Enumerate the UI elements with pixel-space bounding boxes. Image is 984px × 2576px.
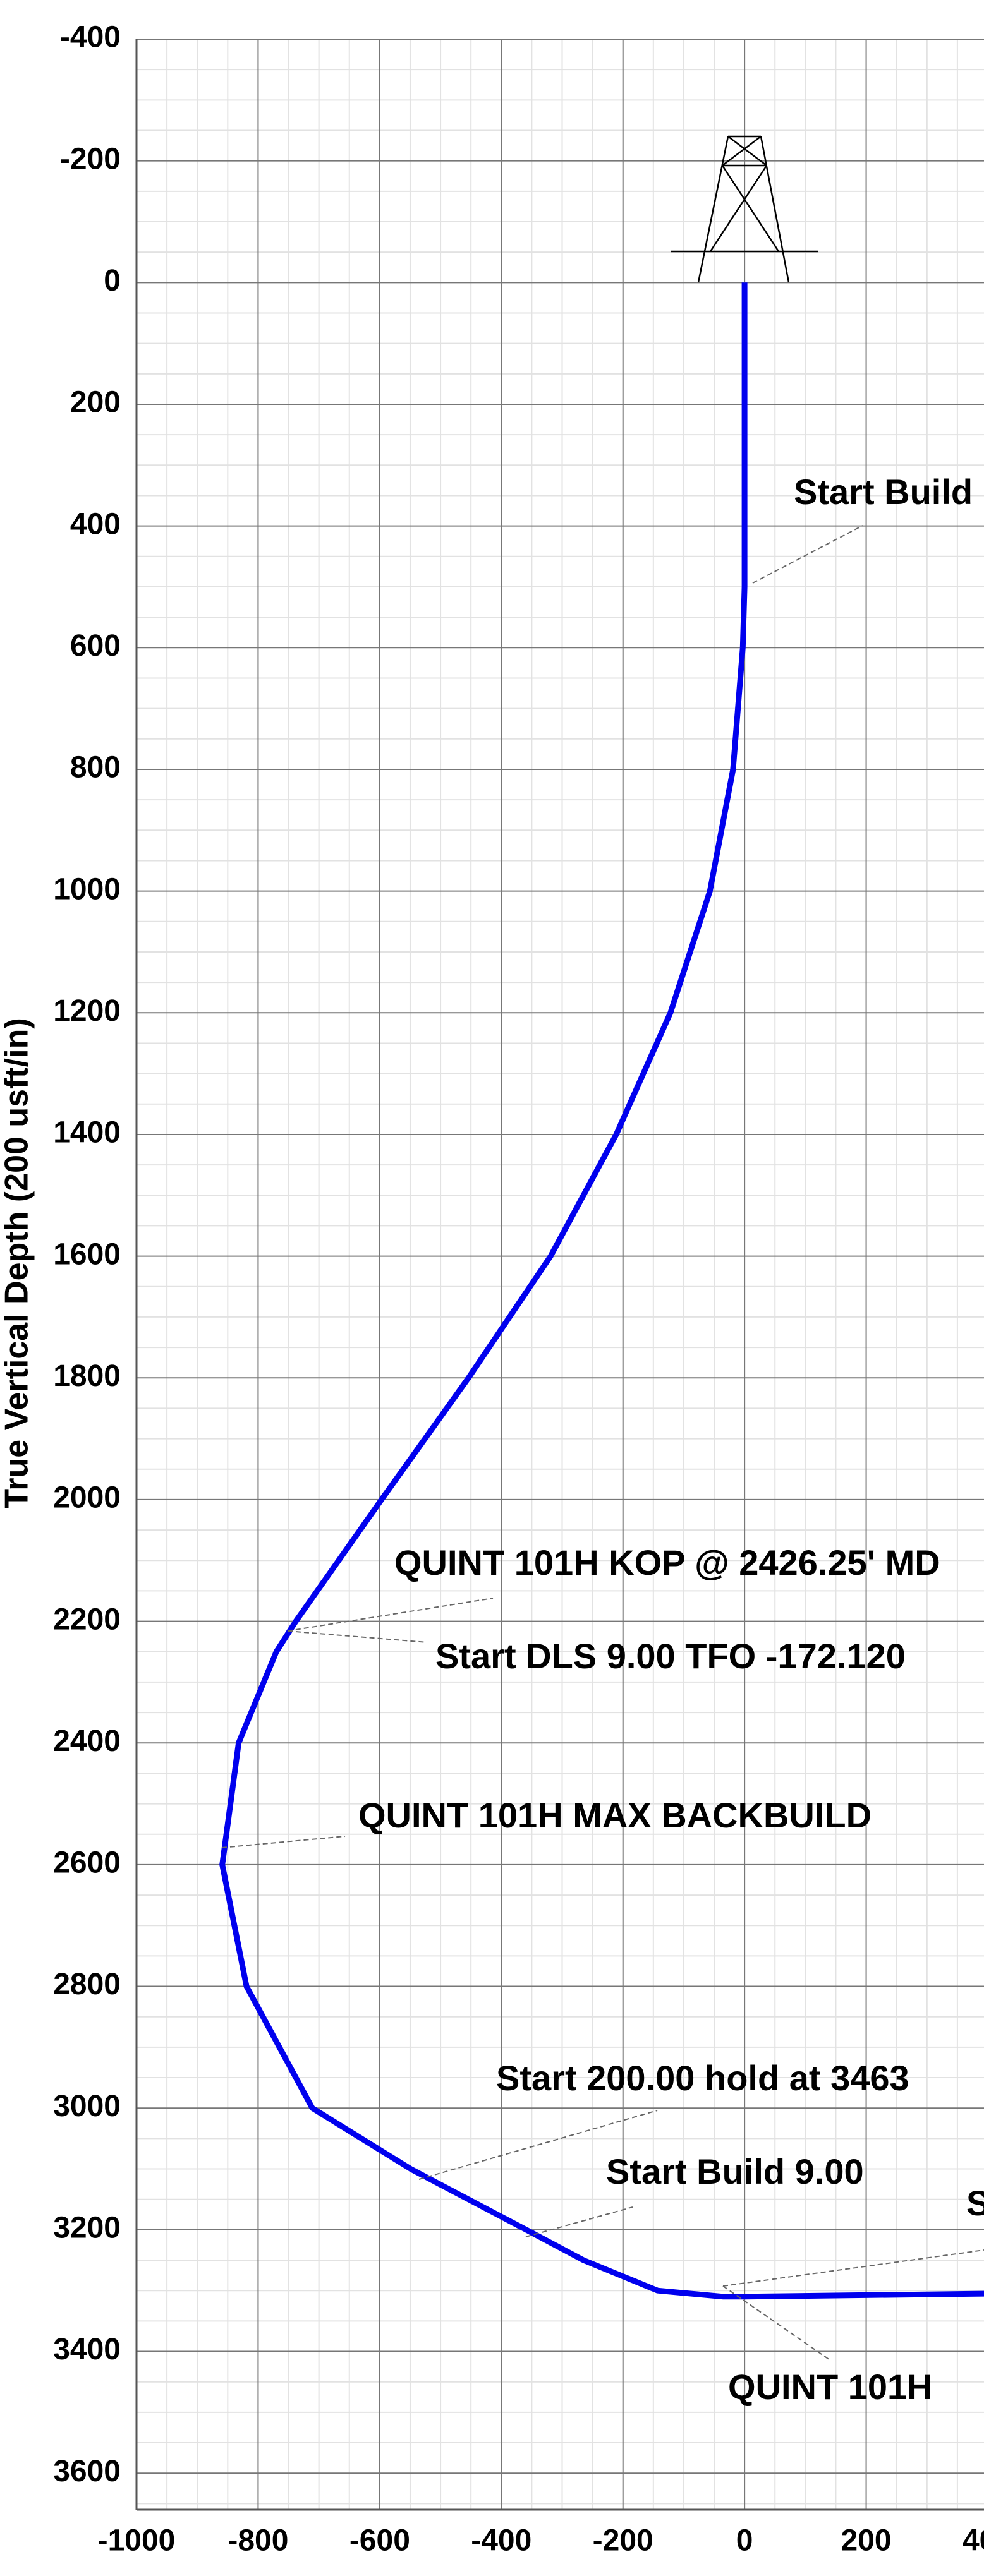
- annotation-leader: [526, 2207, 633, 2237]
- annotation: QUINT 101H KOP @ 2426.25' MD: [394, 1543, 940, 1582]
- y-tick-label: 1200: [53, 994, 121, 1028]
- y-tick-label: 3600: [53, 2455, 121, 2488]
- annotation: Start Build 9.00: [606, 2152, 864, 2191]
- x-tick-label: 0: [736, 2524, 753, 2558]
- well-path: [222, 282, 984, 2297]
- page: {"chart_data": { "type": "line", "y_labe…: [0, 0, 984, 2576]
- x-tick-label: -400: [471, 2524, 531, 2558]
- y-tick-label: 200: [70, 386, 121, 419]
- y-tick-label: 2600: [53, 1846, 121, 1880]
- annotation: QUINT 101H MAX BACKBUILD: [358, 1795, 872, 1835]
- annotation-leader: [723, 2250, 984, 2286]
- annotation: Start 200.00 hold at 3463: [496, 2058, 909, 2098]
- annotation-leader: [753, 526, 863, 583]
- y-tick-label: -400: [60, 21, 121, 54]
- y-tick-label: 600: [70, 629, 121, 663]
- x-tick-label: -800: [228, 2524, 288, 2558]
- y-tick-label: 2000: [53, 1481, 121, 1515]
- y-tick-label: 0: [104, 264, 121, 298]
- annotation-leader: [222, 1836, 345, 1848]
- chart: True Vertical Depth (200 usft/in) -1000 -…: [0, 0, 984, 2576]
- annotation: QUINT 101H: [728, 2367, 933, 2407]
- y-tick-label: 2400: [53, 1724, 121, 1758]
- x-tick-label: -200: [593, 2524, 653, 2558]
- annotation: Start DLS 9.00 TFO -172.120: [435, 1636, 906, 1676]
- grid: [137, 39, 984, 2510]
- y-tick-label: 800: [70, 751, 121, 785]
- y-tick-label: 2800: [53, 1968, 121, 2001]
- annotation: Start Build: [794, 472, 973, 512]
- y-tick-label: -200: [60, 142, 121, 176]
- y-tick-label: 3400: [53, 2333, 121, 2366]
- x-tick-label: -600: [349, 2524, 410, 2558]
- x-tick-label: 200: [841, 2524, 892, 2558]
- derrick-brace: [722, 166, 779, 251]
- y-tick-label: 400: [70, 507, 121, 541]
- annotation-leader: [288, 1631, 427, 1642]
- y-tick-label: 2200: [53, 1603, 121, 1636]
- derrick-leg: [698, 136, 728, 282]
- y-tick-label: 1000: [53, 872, 121, 906]
- x-tick-label: -1000: [98, 2524, 176, 2558]
- y-tick-label: 3200: [53, 2212, 121, 2245]
- y-tick-label: 3000: [53, 2090, 121, 2123]
- annotation: S: [966, 2183, 984, 2223]
- x-tick-label: 400: [963, 2524, 984, 2558]
- y-tick-label: 1400: [53, 1116, 121, 1150]
- y-tick-label: 1600: [53, 1237, 121, 1271]
- y-tick-label: 1800: [53, 1359, 121, 1393]
- y-axis-label: True Vertical Depth (200 usft/in): [0, 1018, 35, 1508]
